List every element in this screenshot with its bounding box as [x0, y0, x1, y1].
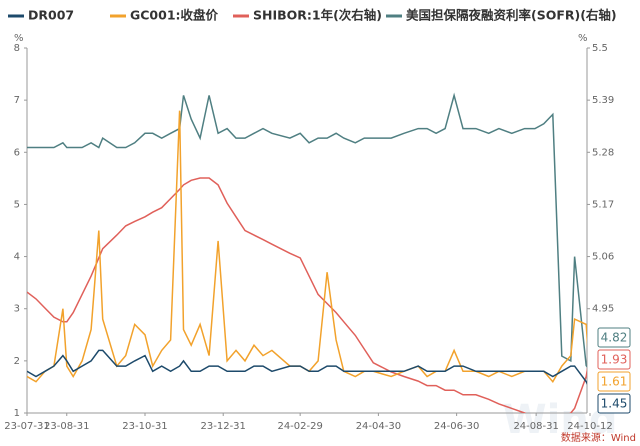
series-line: [27, 92, 587, 368]
x-tick-label: 23-10-31: [122, 421, 167, 432]
y-tick-label: 4: [14, 252, 20, 263]
series-line: [27, 177, 587, 413]
y-tick-label: 3: [14, 304, 20, 315]
end-value-box: [597, 349, 631, 370]
x-tick-label: 23-07-31: [4, 421, 49, 432]
end-value-box: [597, 327, 631, 348]
right-unit: %: [578, 33, 588, 44]
y2-tick-label: 5.17: [592, 199, 614, 210]
legend-label: 美国担保隔夜融资利率(SOFR)(右轴): [406, 8, 617, 23]
source: 数据来源：Wind: [561, 431, 636, 444]
legend-label: GC001:收盘价: [130, 8, 219, 23]
series-line: [27, 349, 587, 386]
x-tick-label: 24-02-29: [277, 421, 322, 432]
end-value-label: 1.45: [601, 397, 628, 411]
y-tick-label: 2: [14, 356, 20, 367]
y2-tick-label: 5.06: [592, 252, 614, 263]
plot-area: [27, 92, 587, 413]
end-value-box: [597, 393, 631, 414]
y2-tick-label: 5.5: [592, 43, 608, 54]
y2-tick-label: 4.95: [592, 304, 614, 315]
end-value-label: 1.93: [601, 353, 628, 367]
x-tick-label: 24-10-12: [567, 421, 612, 432]
x-tick-label: 23-12-31: [201, 421, 246, 432]
legend-label: SHIBOR:1年(次右轴): [253, 8, 382, 23]
y-tick-label: 8: [14, 43, 20, 54]
x-tick-label: 24-04-30: [356, 421, 401, 432]
x-tick-label: 24-06-30: [434, 421, 479, 432]
end-value-label: 1.61: [601, 375, 628, 389]
legend-label: DR007: [28, 8, 74, 23]
left-unit: %: [14, 33, 24, 44]
x-tick-label: 23-08-31: [44, 421, 89, 432]
series-line: [27, 110, 587, 383]
y2-tick-label: 5.28: [592, 147, 614, 158]
y-tick-label: 1: [14, 408, 20, 419]
x-tick-label: 24-08-31: [513, 421, 558, 432]
y-tick-label: 6: [14, 147, 20, 158]
end-value-box: [597, 371, 631, 392]
y-tick-label: 7: [14, 95, 20, 106]
y2-tick-label: 5.39: [592, 95, 614, 106]
end-value-label: 4.82: [601, 331, 628, 345]
y-tick-label: 5: [14, 199, 20, 210]
